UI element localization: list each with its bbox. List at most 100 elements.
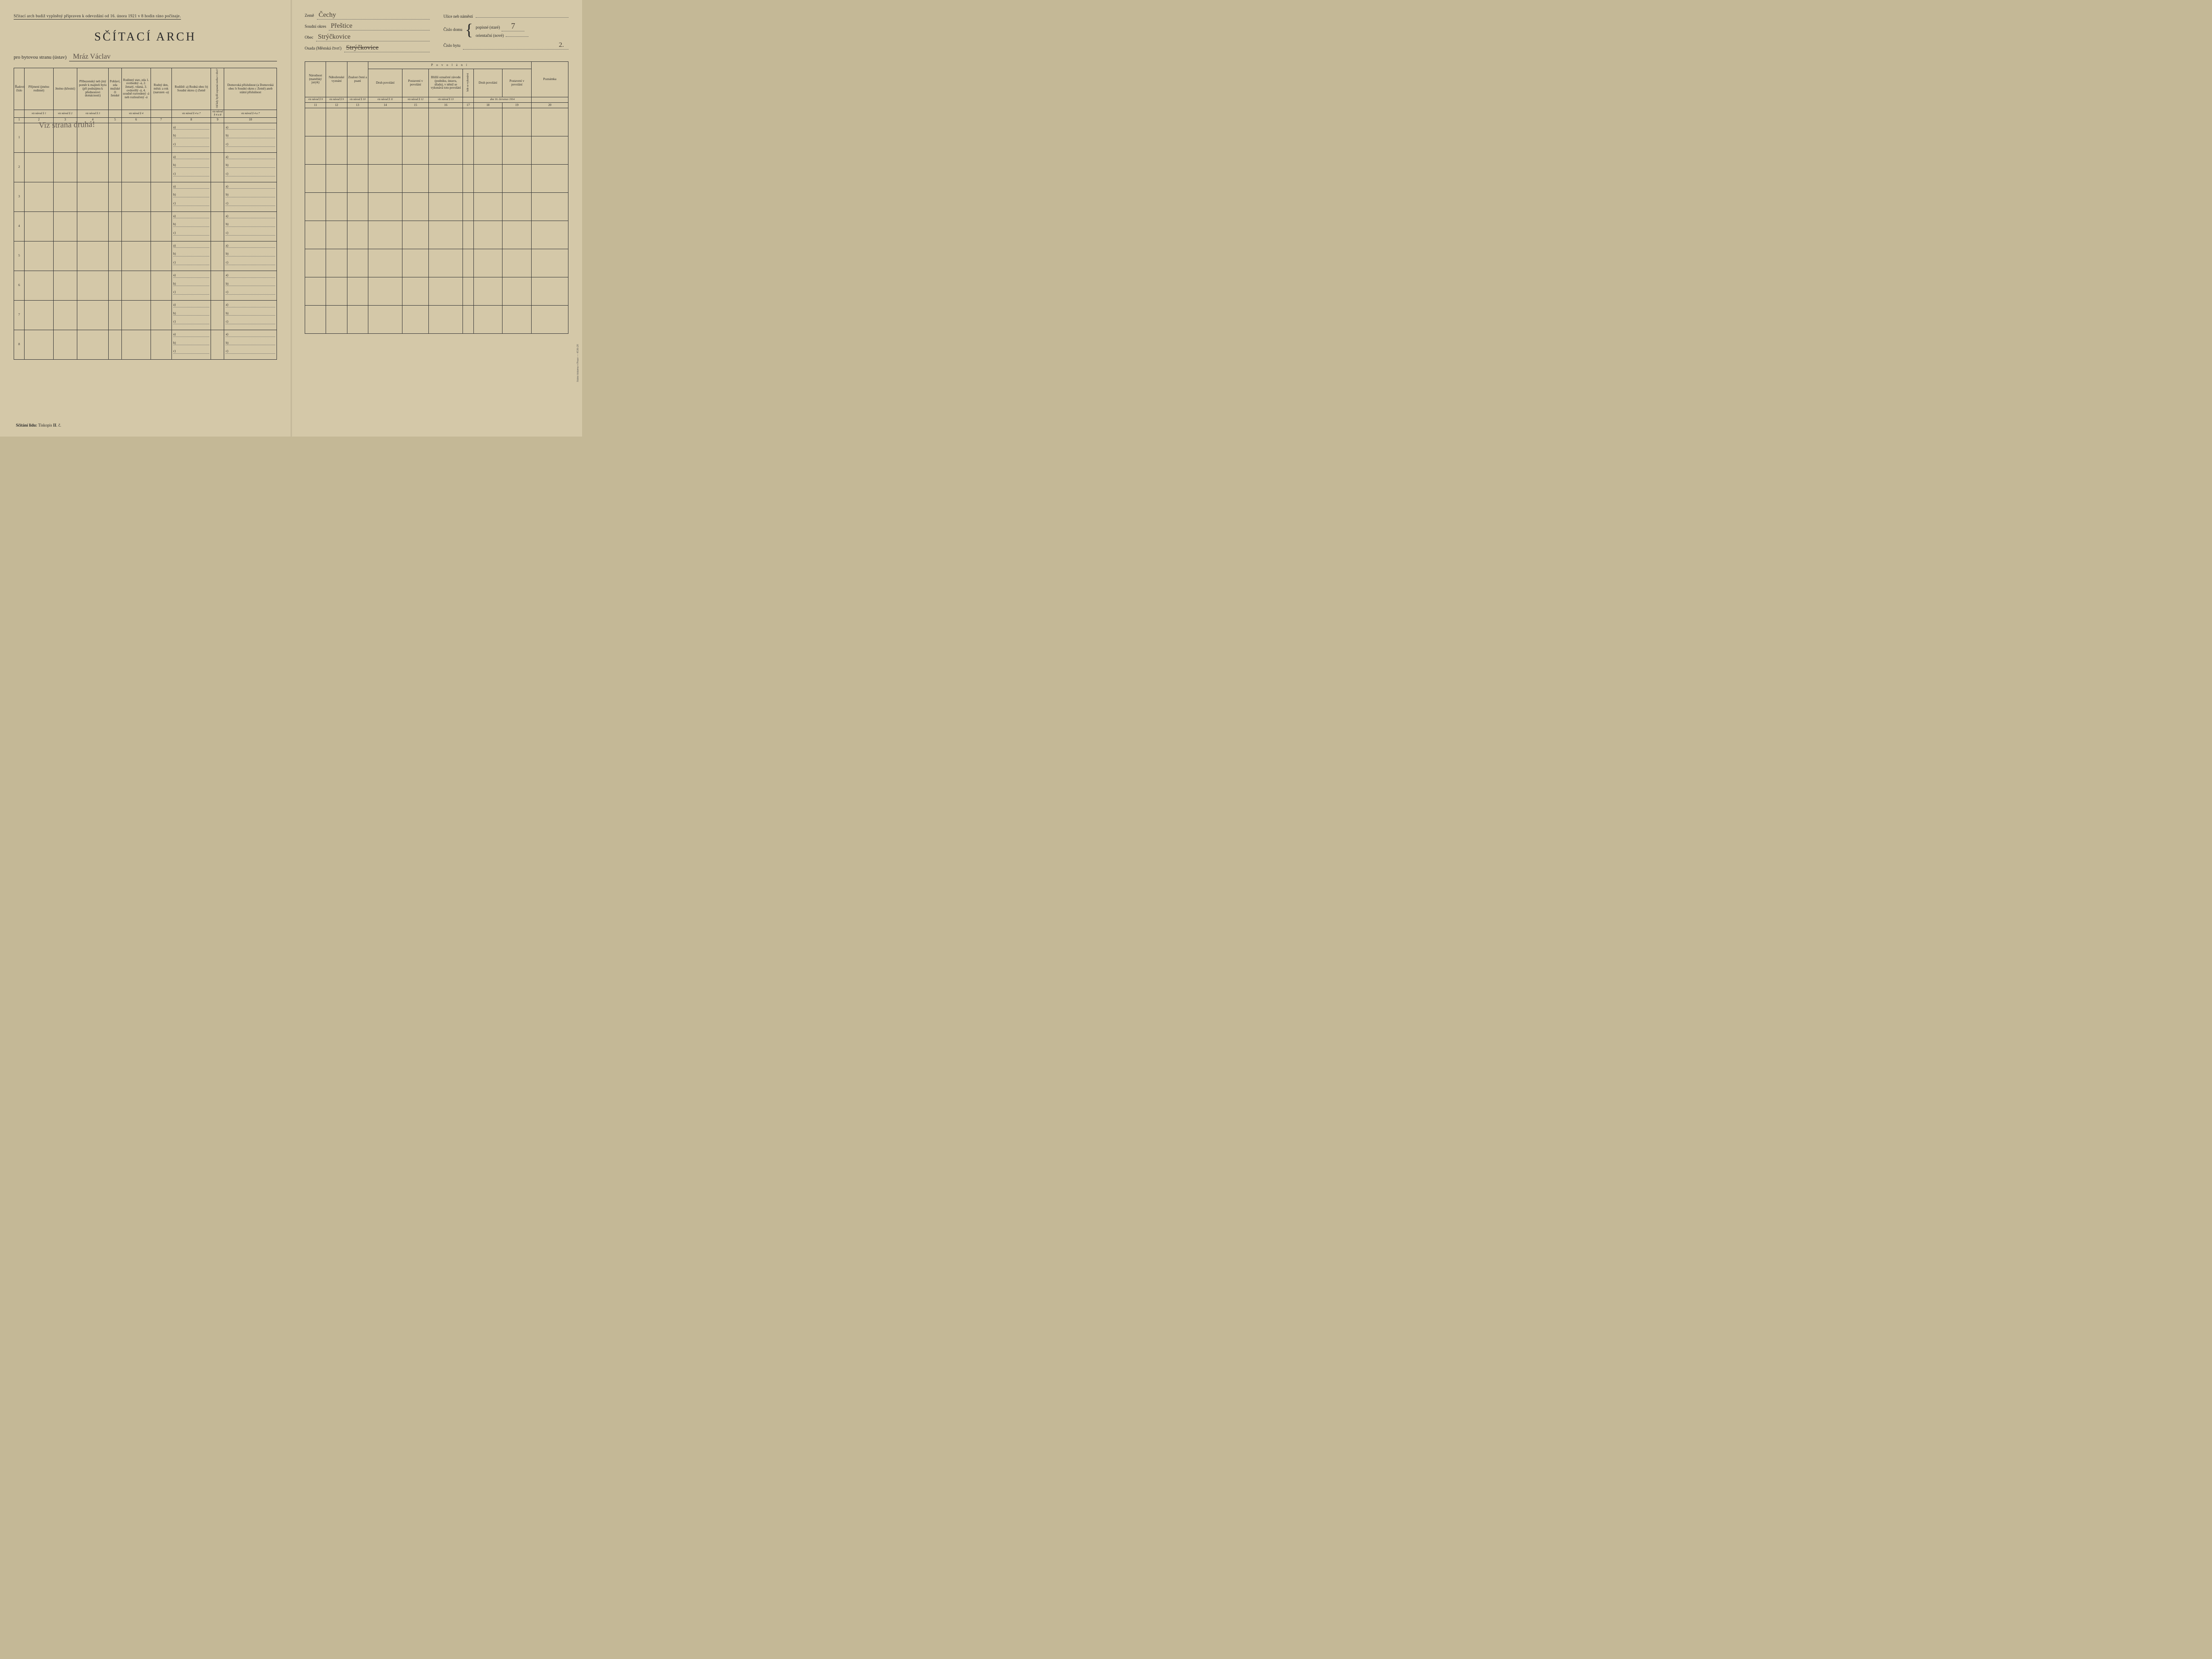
handwritten-note: Viz strana druhá! xyxy=(39,120,95,130)
table-cell xyxy=(109,330,122,359)
col-number: 6 xyxy=(121,117,151,123)
table-row xyxy=(305,221,568,249)
table-cell xyxy=(368,165,402,193)
col-number: 20 xyxy=(531,103,568,108)
col-header: Řadové číslo xyxy=(14,68,25,110)
table-cell xyxy=(77,271,108,300)
header-field-value: Strýčkovice xyxy=(344,44,430,52)
table-cell: a)b)c) xyxy=(171,211,211,241)
table-cell xyxy=(503,136,532,165)
form-title: SČÍTACÍ ARCH xyxy=(14,30,277,44)
col-number: 18 xyxy=(473,103,503,108)
table-row: 5a)b)c)a)b)c) xyxy=(14,241,277,271)
table-cell xyxy=(25,241,54,271)
table-cell xyxy=(402,165,429,193)
ulice-value xyxy=(476,11,568,18)
table-cell xyxy=(531,277,568,306)
header-left-col: ZeměČechySoudní okresPřešticeObecStrýčko… xyxy=(305,11,430,55)
table-cell xyxy=(531,249,568,277)
table-cell xyxy=(109,152,122,182)
table-row xyxy=(305,136,568,165)
header-field: ZeměČechy xyxy=(305,11,430,20)
table-cell xyxy=(429,193,463,221)
table-cell xyxy=(25,271,54,300)
table-cell xyxy=(429,136,463,165)
table-cell xyxy=(121,330,151,359)
col-ref: dne 16. července 1914 xyxy=(473,97,531,103)
table-cell xyxy=(151,300,171,330)
table-cell xyxy=(463,193,473,221)
table-row: 8a)b)c)a)b)c) xyxy=(14,330,277,359)
table-cell xyxy=(368,249,402,277)
table-cell: a)b)c) xyxy=(224,152,277,182)
table-cell xyxy=(463,277,473,306)
table-cell xyxy=(402,108,429,136)
table-cell xyxy=(151,123,171,152)
cislo-domu-block: Číslo domu { popisné (staré) 7 orientačn… xyxy=(443,21,568,38)
left-table: Řadové čísloPříjmení (jméno rodinné)Jmén… xyxy=(14,68,277,360)
table-cell xyxy=(53,300,77,330)
table-cell xyxy=(211,123,224,152)
table-cell: a)b)c) xyxy=(171,123,211,152)
table-cell xyxy=(531,165,568,193)
popisne-value: 7 xyxy=(502,21,524,31)
table-cell: 1 xyxy=(14,123,25,152)
col-number: 12 xyxy=(326,103,347,108)
table-cell: a)b)c) xyxy=(224,123,277,152)
header-field: ObecStrýčkovice xyxy=(305,33,430,41)
col-ref: viz návod § 9 xyxy=(326,97,347,103)
table-cell: 5 xyxy=(14,241,25,271)
table-cell: a)b)c) xyxy=(171,182,211,211)
table-cell xyxy=(109,123,122,152)
col-ref: viz návod § 9 xyxy=(305,97,326,103)
table-cell xyxy=(25,211,54,241)
table-row xyxy=(305,249,568,277)
table-cell xyxy=(53,330,77,359)
subtitle-value: Mráz Václav xyxy=(69,53,277,61)
census-sheet: Sčítací arch budiž vyplněný připraven k … xyxy=(0,0,582,437)
table-cell xyxy=(211,241,224,271)
table-cell xyxy=(347,277,368,306)
top-instruction: Sčítací arch budiž vyplněný připraven k … xyxy=(14,14,181,20)
ulice-line: Ulice neb náměstí xyxy=(443,11,568,19)
table-cell xyxy=(429,165,463,193)
col-header: Postavení v povolání xyxy=(503,69,532,97)
table-cell xyxy=(429,277,463,306)
table-cell xyxy=(53,182,77,211)
footer-left: Sčítání lidu: Tiskopis II. č. xyxy=(16,423,61,427)
table-cell xyxy=(347,136,368,165)
table-cell xyxy=(151,182,171,211)
col-header: Rodiště: a) Rodná obec b) Soudní okres c… xyxy=(171,68,211,110)
table-cell xyxy=(326,306,347,334)
povolani-header: P o v o l á n í xyxy=(368,62,531,69)
col-ref: viz návod § 4 a 7 xyxy=(224,110,277,117)
table-cell xyxy=(326,165,347,193)
cislo-bytu-line: Číslo bytu 2. xyxy=(443,41,568,50)
col-header: Jméno (křestní) xyxy=(53,68,77,110)
left-page: Sčítací arch budiž vyplněný připraven k … xyxy=(0,0,291,437)
col-ref: viz návod § 4 a 8 xyxy=(211,110,224,117)
table-cell xyxy=(503,249,532,277)
header-field-label: Země xyxy=(305,13,314,18)
col-number: 7 xyxy=(151,117,171,123)
col-ref xyxy=(531,97,568,103)
table-row: 4a)b)c)a)b)c) xyxy=(14,211,277,241)
col-number: 16 xyxy=(429,103,463,108)
col-number: 19 xyxy=(503,103,532,108)
col-header: Rodinný stav, zda 1. svobodný -á, 2. žen… xyxy=(121,68,151,110)
table-row xyxy=(305,306,568,334)
col-number: 8 xyxy=(171,117,211,123)
table-cell xyxy=(77,300,108,330)
table-cell xyxy=(53,211,77,241)
table-cell xyxy=(109,211,122,241)
table-cell xyxy=(402,249,429,277)
table-row: 2a)b)c)a)b)c) xyxy=(14,152,277,182)
table-cell xyxy=(473,277,503,306)
col-header: Domovská příslušnost (a Domovská obec b … xyxy=(224,68,277,110)
table-cell xyxy=(473,306,503,334)
table-cell xyxy=(211,152,224,182)
col-ref: viz návod § 12 xyxy=(402,97,429,103)
table-cell xyxy=(121,241,151,271)
table-cell xyxy=(473,221,503,249)
brace-icon: { xyxy=(465,23,473,36)
